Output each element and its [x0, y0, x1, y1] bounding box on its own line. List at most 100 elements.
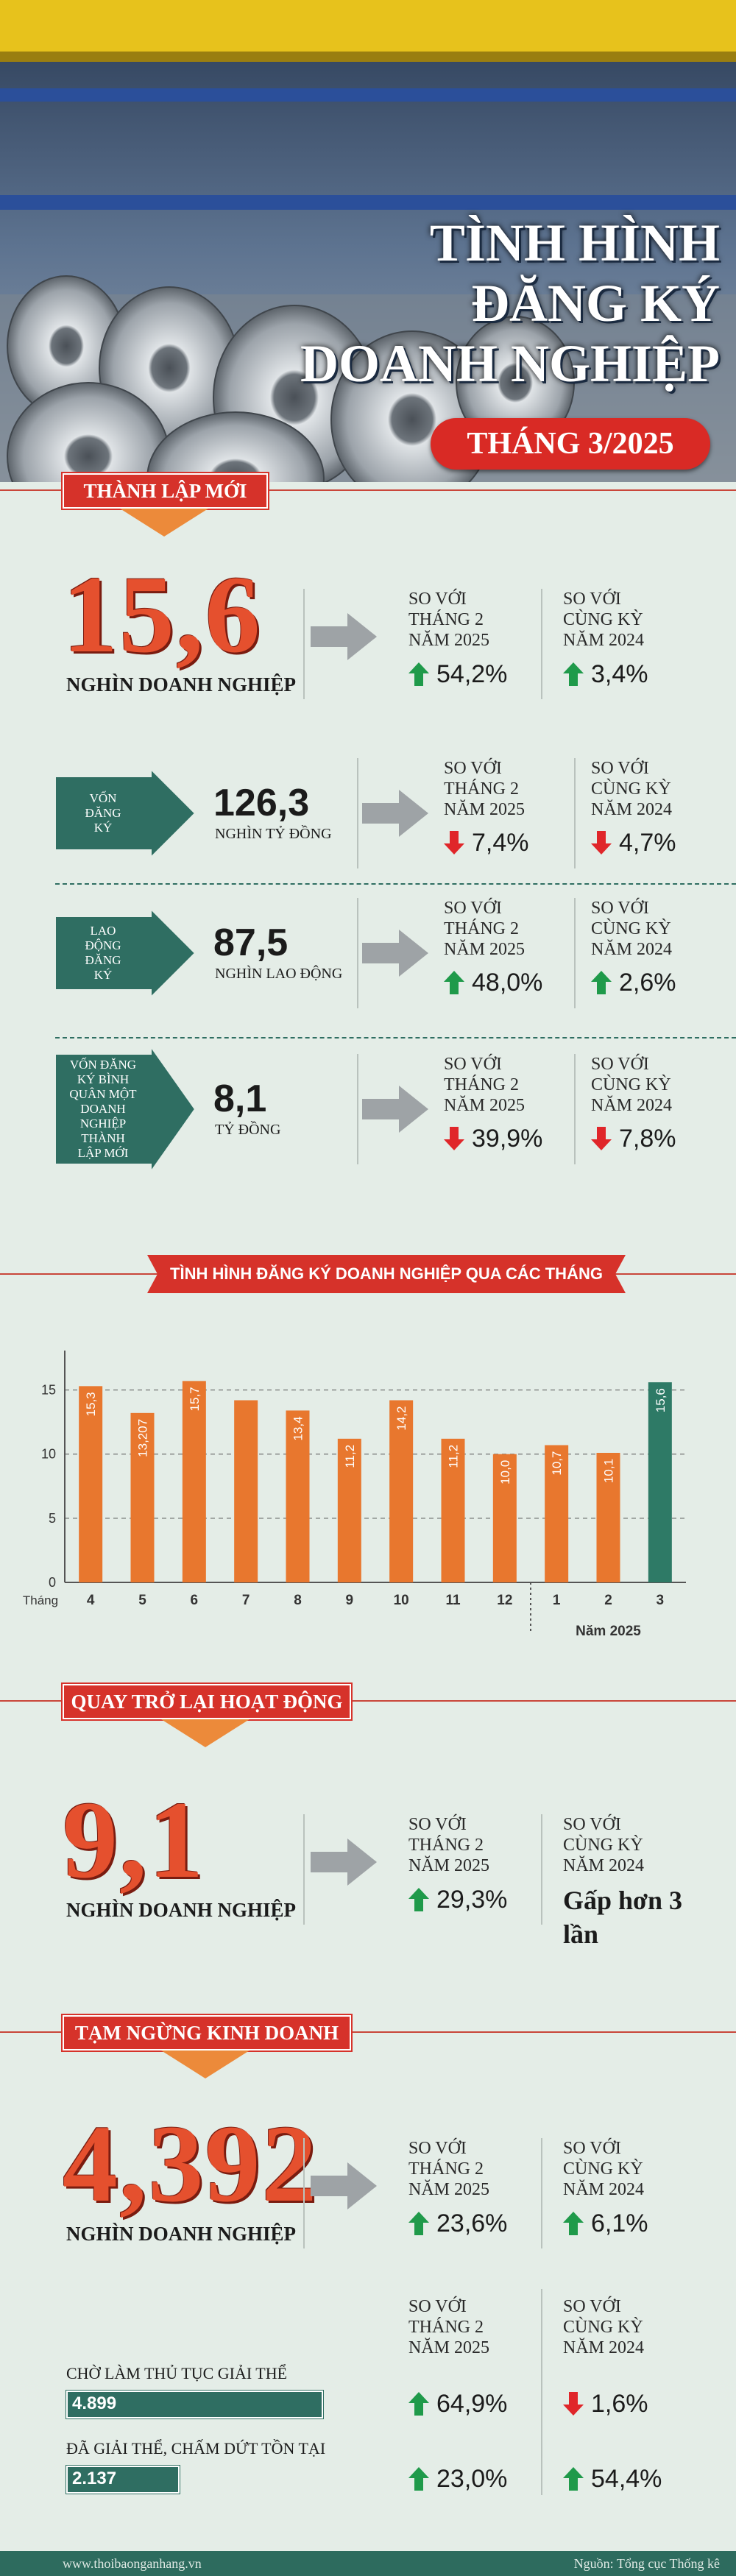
metric-unit: TỶ ĐỒNG — [215, 1122, 281, 1138]
up-arrow — [563, 2212, 584, 2235]
comparison-label: THÁNG 2 — [408, 2159, 484, 2179]
down-arrow — [591, 831, 612, 854]
metric-value: 126,3 — [213, 782, 310, 824]
bar-value-label: 10,7 — [550, 1451, 564, 1476]
up-arrow — [444, 971, 464, 994]
up-arrow — [408, 2467, 429, 2491]
year-label: Năm 2025 — [576, 1624, 641, 1639]
comparison-label: NĂM 2025 — [444, 1096, 526, 1115]
arrow-shape — [161, 2050, 250, 2078]
metric-label: VỐN — [89, 791, 117, 805]
change-value: 64,9% — [436, 2390, 508, 2418]
comparison-label: THÁNG 2 — [408, 610, 484, 629]
metric-arrow — [54, 907, 197, 999]
bar-value-label: 10,0 — [498, 1460, 512, 1485]
metric-value: 87,5 — [213, 921, 289, 964]
bar — [492, 1454, 517, 1582]
down-arrow — [591, 1127, 612, 1150]
x-tick-label: 4 — [87, 1593, 95, 1608]
count-bar — [66, 2466, 180, 2494]
big-unit: NGHÌN DOANH NGHIỆP — [66, 2223, 297, 2245]
arrow-shape — [591, 1127, 612, 1150]
arrow-shape — [362, 930, 428, 977]
up-arrow — [563, 662, 584, 686]
header-title: ĐĂNG KÝ — [471, 274, 720, 333]
metric-label: ĐĂNG — [85, 953, 121, 967]
arrow-shape — [408, 2467, 429, 2491]
comparison-label: SO VỚI — [591, 1055, 649, 1074]
comparison-label: NĂM 2024 — [591, 1096, 673, 1115]
arrow-shape — [563, 2212, 584, 2235]
bar-value-label: 13,207 — [136, 1419, 150, 1457]
comparison-label: NĂM 2025 — [444, 800, 526, 819]
footer-website: www.thoibaonganhang.vn — [63, 2556, 202, 2571]
comparison-label: NĂM 2024 — [563, 2180, 645, 2199]
big-number: 15,6 — [63, 553, 262, 676]
up-arrow — [563, 2467, 584, 2491]
dissolution-label: ĐÃ GIẢI THỂ, CHẤM DỨT TỒN TẠI — [66, 2439, 326, 2458]
x-tick-label: 1 — [553, 1593, 561, 1608]
arrow-shape — [408, 1888, 429, 1911]
dashed-separator — [55, 1037, 736, 1038]
comparison-label: THÁNG 2 — [408, 1836, 484, 1855]
dissolution-label: CHỜ LÀM THỦ TỤC GIẢI THỂ — [66, 2364, 288, 2382]
arrow-shape — [119, 509, 208, 537]
y-tick-label: 0 — [49, 1575, 56, 1590]
count-bar — [66, 2391, 323, 2418]
section-arrow — [119, 509, 208, 537]
footer-source: Nguồn: Tổng cục Thống kê — [573, 2556, 720, 2571]
metric-label: DOANH — [80, 1102, 126, 1116]
big-number: 9,1 — [63, 1779, 205, 1901]
divider — [357, 758, 358, 868]
arrow-shape — [408, 2212, 429, 2235]
metric-label: KÝ — [93, 821, 113, 835]
divider — [357, 1054, 358, 1164]
change-value: 3,4% — [591, 660, 648, 688]
arrow-shape — [311, 1839, 377, 1886]
metric-label: KÝ — [93, 968, 113, 982]
divider — [541, 2289, 542, 2495]
arrow-shape — [591, 831, 612, 854]
metric-arrow — [54, 1044, 197, 1175]
comparison-label: NĂM 2025 — [408, 2338, 490, 2357]
arrow-shape — [54, 907, 197, 999]
up-arrow — [591, 971, 612, 994]
y-tick-label: 15 — [41, 1383, 56, 1398]
comparison-label: SO VỚI — [444, 759, 502, 778]
comparison-label: SO VỚI — [591, 759, 649, 778]
comparison-label: SO VỚI — [563, 1815, 621, 1834]
comparison-label: CÙNG KỲ — [563, 1836, 643, 1855]
metric-label: VỐN ĐĂNG — [69, 1058, 137, 1072]
divider — [303, 589, 305, 699]
comparison-label: SO VỚI — [408, 2139, 467, 2158]
metric-unit: NGHÌN LAO ĐỘNG — [215, 966, 343, 982]
bar — [182, 1381, 206, 1582]
section-line — [0, 1700, 736, 1702]
chart-title: TÌNH HÌNH ĐĂNG KÝ DOANH NGHIỆP QUA CÁC T… — [170, 1264, 603, 1283]
x-tick-label: 6 — [191, 1593, 199, 1608]
grey-arrow — [311, 2162, 377, 2209]
metric-label: KÝ BÌNH — [77, 1072, 130, 1086]
section-line — [0, 489, 736, 491]
change-value: 7,8% — [619, 1125, 676, 1153]
bar — [79, 1386, 103, 1582]
up-arrow — [408, 2212, 429, 2235]
period-badge: THÁNG 3/2025 — [431, 418, 710, 470]
comparison-label: CÙNG KỲ — [591, 1075, 671, 1094]
change-text: Gấp hơn 3 lần — [563, 1886, 682, 1949]
bar — [337, 1438, 361, 1582]
x-tick-label: 12 — [497, 1593, 512, 1608]
bar — [234, 1400, 258, 1582]
comparison-label: CÙNG KỲ — [591, 779, 671, 799]
comparison-label: CÙNG KỲ — [563, 2159, 643, 2179]
x-tick-label: 5 — [138, 1593, 146, 1608]
arrow-shape — [444, 831, 464, 854]
metric-label: NGHIỆP — [79, 1117, 127, 1130]
change-value: 23,6% — [436, 2209, 508, 2237]
x-tick-label: 3 — [657, 1593, 665, 1608]
metric-label: LAO — [90, 924, 116, 938]
metric-value: 8,1 — [213, 1078, 267, 1120]
change-value: 39,9% — [472, 1125, 543, 1153]
divider — [303, 2138, 305, 2248]
